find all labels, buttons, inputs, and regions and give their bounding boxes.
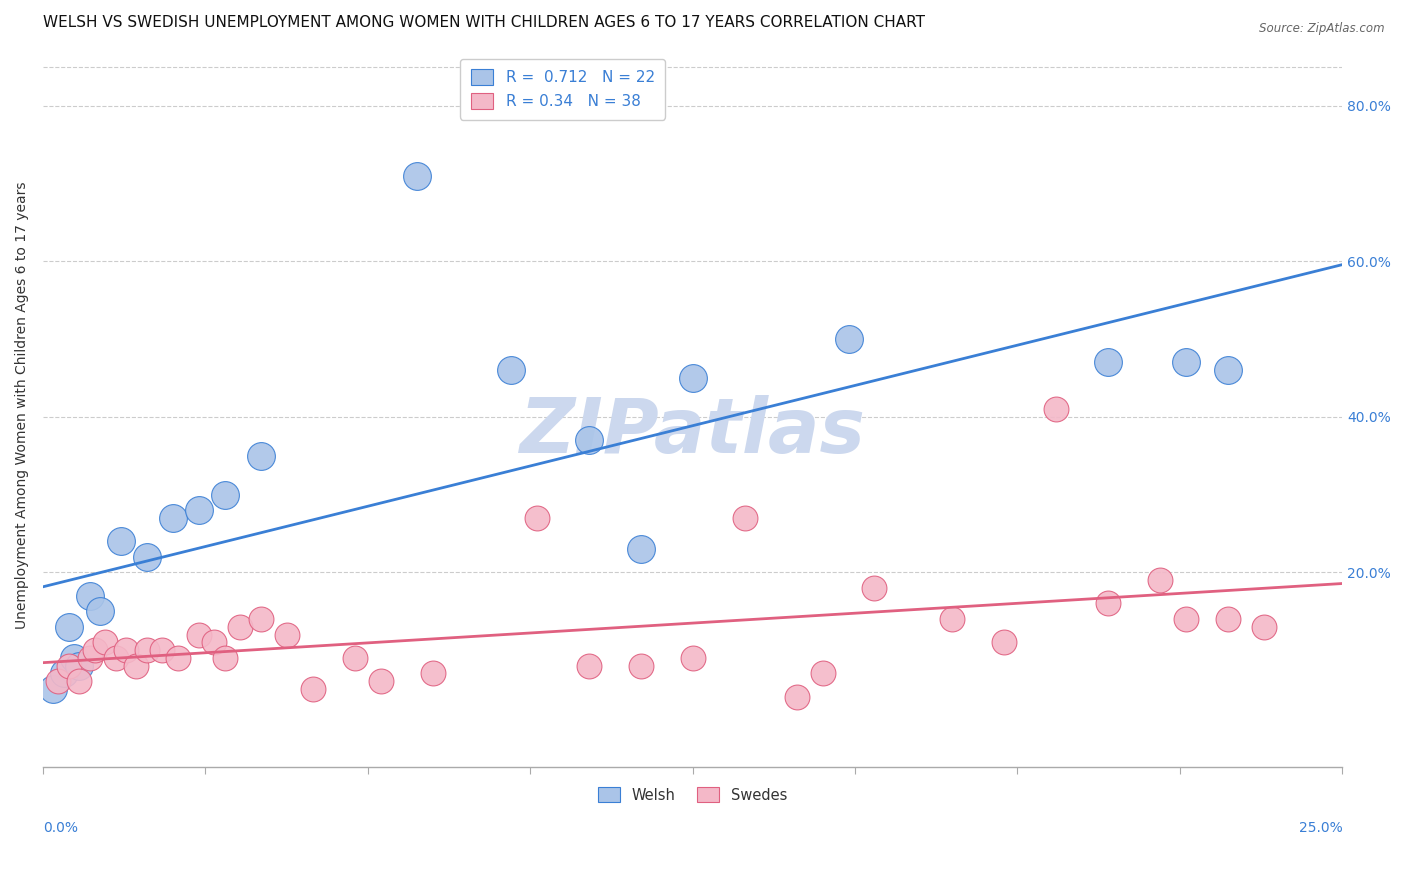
Point	[734, 511, 756, 525]
Point	[1253, 620, 1275, 634]
Y-axis label: Unemployment Among Women with Children Ages 6 to 17 years: Unemployment Among Women with Children A…	[15, 181, 30, 629]
Point	[229, 620, 252, 634]
Point	[630, 658, 652, 673]
Point	[499, 363, 522, 377]
Point	[67, 658, 90, 673]
Point	[48, 674, 70, 689]
Point	[1097, 596, 1119, 610]
Text: Source: ZipAtlas.com: Source: ZipAtlas.com	[1260, 22, 1385, 36]
Text: WELSH VS SWEDISH UNEMPLOYMENT AMONG WOMEN WITH CHILDREN AGES 6 TO 17 YEARS CORRE: WELSH VS SWEDISH UNEMPLOYMENT AMONG WOME…	[44, 15, 925, 30]
Point	[302, 681, 325, 696]
Point	[79, 651, 101, 665]
Point	[63, 651, 86, 665]
Point	[1045, 402, 1067, 417]
Point	[214, 487, 236, 501]
Point	[786, 690, 808, 704]
Point	[110, 534, 132, 549]
Point	[115, 643, 138, 657]
Point	[406, 169, 429, 183]
Point	[1097, 355, 1119, 369]
Point	[630, 541, 652, 556]
Text: 0.0%: 0.0%	[44, 822, 77, 835]
Point	[58, 620, 80, 634]
Point	[343, 651, 366, 665]
Point	[250, 612, 273, 626]
Point	[1216, 363, 1239, 377]
Point	[1175, 612, 1198, 626]
Point	[79, 589, 101, 603]
Point	[578, 658, 600, 673]
Point	[370, 674, 392, 689]
Point	[89, 604, 111, 618]
Point	[94, 635, 117, 649]
Point	[67, 674, 90, 689]
Point	[42, 681, 65, 696]
Point	[83, 643, 105, 657]
Point	[214, 651, 236, 665]
Text: ZIPatlas: ZIPatlas	[520, 395, 866, 469]
Point	[941, 612, 963, 626]
Point	[187, 503, 209, 517]
Point	[863, 581, 886, 595]
Point	[135, 643, 157, 657]
Point	[578, 433, 600, 447]
Point	[167, 651, 190, 665]
Point	[276, 627, 298, 641]
Point	[104, 651, 127, 665]
Point	[422, 666, 444, 681]
Point	[152, 643, 174, 657]
Text: 25.0%: 25.0%	[1299, 822, 1343, 835]
Legend: Welsh, Swedes: Welsh, Swedes	[591, 780, 794, 810]
Point	[993, 635, 1015, 649]
Point	[58, 658, 80, 673]
Point	[125, 658, 148, 673]
Point	[135, 549, 157, 564]
Point	[162, 511, 184, 525]
Point	[202, 635, 225, 649]
Point	[52, 666, 75, 681]
Point	[837, 332, 859, 346]
Point	[1149, 573, 1171, 587]
Point	[811, 666, 834, 681]
Point	[682, 651, 704, 665]
Point	[526, 511, 548, 525]
Point	[250, 449, 273, 463]
Point	[187, 627, 209, 641]
Point	[1175, 355, 1198, 369]
Point	[1216, 612, 1239, 626]
Point	[682, 371, 704, 385]
